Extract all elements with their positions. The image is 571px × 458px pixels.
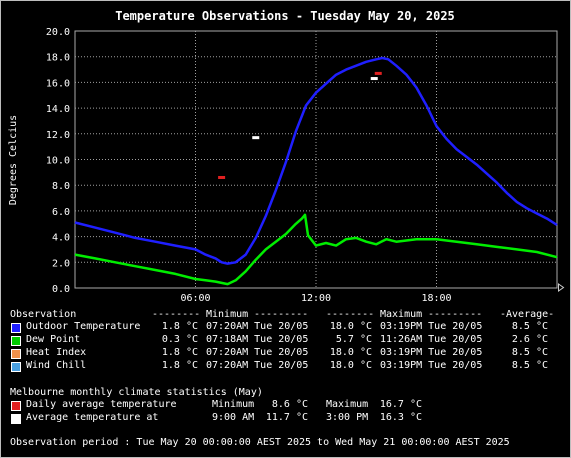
climate-point-marker bbox=[252, 136, 260, 140]
climate-col2-value: 16.3 °C bbox=[379, 412, 422, 423]
y-axis-label: Degrees Celcius bbox=[8, 115, 19, 205]
legend-header-max-dashes-left: -------- bbox=[326, 309, 375, 320]
climate-col2-label: 3:00 PM bbox=[326, 412, 369, 423]
y-tick-label: 2.0 bbox=[52, 258, 70, 269]
x-tick-label: 12:00 bbox=[301, 293, 331, 304]
legend-min-time: 07:20AM Tue 20/05 bbox=[206, 360, 309, 371]
climate-col1-value: 11.7 °C bbox=[265, 412, 308, 423]
legend-max-value: 18.0 °C bbox=[329, 321, 372, 332]
legend-min-value: 1.8 °C bbox=[161, 321, 198, 332]
climate-col1-label: Minimum bbox=[212, 399, 255, 410]
legend-min-value: 1.8 °C bbox=[161, 360, 198, 371]
legend-max-time: 03:19PM Tue 20/05 bbox=[380, 347, 483, 358]
legend-max-value: 5.7 °C bbox=[335, 334, 372, 345]
climate-point-marker bbox=[370, 77, 378, 81]
x-tick-label: 06:00 bbox=[180, 293, 210, 304]
legend-min-value: 1.8 °C bbox=[161, 347, 198, 358]
legend-max-time: 03:19PM Tue 20/05 bbox=[380, 360, 483, 371]
x-axis-arrow-icon bbox=[558, 283, 565, 292]
legend-max-value: 18.0 °C bbox=[329, 347, 372, 358]
legend-max-time: 03:19PM Tue 20/05 bbox=[380, 321, 483, 332]
legend-header-observation: Observation bbox=[10, 309, 77, 320]
climate-label: Daily average temperature bbox=[26, 399, 177, 410]
y-tick-label: 10.0 bbox=[46, 156, 70, 167]
legend-avg-value: 8.5 °C bbox=[511, 321, 548, 332]
legend-min-value: 0.3 °C bbox=[161, 334, 198, 345]
legend-max-time: 11:26AM Tue 20/05 bbox=[380, 334, 483, 345]
legend-label: Outdoor Temperature bbox=[26, 321, 141, 332]
legend-label: Dew Point bbox=[26, 334, 81, 345]
legend-header-max-dashes-right: --------- bbox=[428, 309, 483, 320]
legend-header-min-dashes-left: -------- bbox=[152, 309, 201, 320]
y-tick-label: 16.0 bbox=[46, 78, 70, 89]
y-tick-label: 14.0 bbox=[46, 104, 70, 115]
legend-swatch-wind-chill bbox=[11, 362, 21, 372]
y-tick-label: 18.0 bbox=[46, 53, 70, 64]
climate-point-marker bbox=[374, 71, 382, 75]
legend-avg-value: 8.5 °C bbox=[511, 347, 548, 358]
y-tick-label: 20.0 bbox=[46, 27, 70, 38]
climate-col2-value: 16.7 °C bbox=[379, 399, 422, 410]
legend-header-average: -Average- bbox=[500, 309, 555, 320]
legend-swatch-heat-index bbox=[11, 349, 21, 359]
climate-col1-label: 9:00 AM bbox=[212, 412, 255, 423]
y-tick-label: 4.0 bbox=[52, 233, 70, 244]
y-tick-label: 8.0 bbox=[52, 181, 70, 192]
observation-period: Observation period : Tue May 20 00:00:00… bbox=[10, 437, 510, 448]
legend-header-minimum: Minimum bbox=[206, 309, 249, 320]
climate-point-marker bbox=[218, 175, 226, 179]
y-tick-label: 0.0 bbox=[52, 284, 70, 295]
climate-swatch-average-at bbox=[11, 414, 21, 424]
legend-min-time: 07:18AM Tue 20/05 bbox=[206, 334, 309, 345]
chart-title: Temperature Observations - Tuesday May 2… bbox=[115, 9, 455, 23]
legend-max-value: 18.0 °C bbox=[329, 360, 372, 371]
climate-swatch-daily-average bbox=[11, 401, 21, 411]
y-tick-label: 6.0 bbox=[52, 207, 70, 218]
series-line-dew-point bbox=[74, 213, 558, 286]
y-tick-label: 12.0 bbox=[46, 130, 70, 141]
legend-swatch-outdoor-temperature bbox=[11, 323, 21, 333]
legend-min-time: 07:20AM Tue 20/05 bbox=[206, 321, 309, 332]
legend-header-maximum: Maximum bbox=[380, 309, 423, 320]
legend-avg-value: 2.6 °C bbox=[511, 334, 548, 345]
climate-col2-label: Maximum bbox=[326, 399, 369, 410]
climate-label: Average temperature at bbox=[26, 412, 159, 423]
legend-min-time: 07:20AM Tue 20/05 bbox=[206, 347, 309, 358]
legend-label: Heat Index bbox=[26, 347, 87, 358]
climate-heading: Melbourne monthly climate statistics (Ma… bbox=[10, 387, 263, 398]
climate-col1-value: 8.6 °C bbox=[271, 399, 308, 410]
legend-avg-value: 8.5 °C bbox=[511, 360, 548, 371]
series-line-outdoor-temperature bbox=[74, 56, 558, 265]
legend-label: Wind Chill bbox=[26, 360, 87, 371]
x-tick-label: 18:00 bbox=[421, 293, 451, 304]
legend-swatch-dew-point bbox=[11, 336, 21, 346]
legend-header-min-dashes-right: --------- bbox=[254, 309, 309, 320]
